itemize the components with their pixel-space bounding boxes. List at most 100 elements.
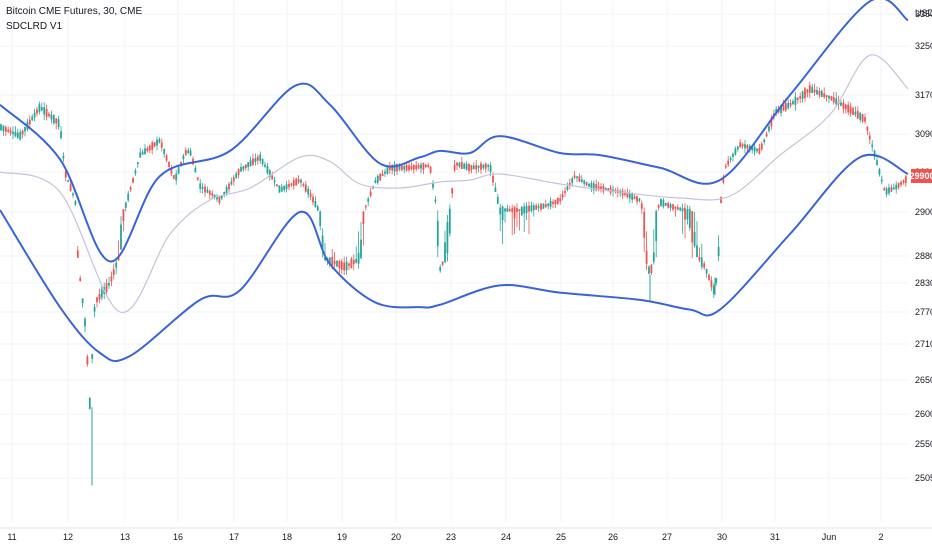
candle-body xyxy=(340,261,343,270)
x-tick-label: 31 xyxy=(770,532,780,542)
x-tick-label: 2 xyxy=(878,532,883,542)
y-tick-label: 25500 xyxy=(915,439,932,449)
candle-body xyxy=(660,199,662,206)
candle-body xyxy=(710,280,713,288)
candle-body xyxy=(489,165,492,172)
candle-body xyxy=(355,258,358,263)
y-tick-label: 30900 xyxy=(915,129,932,139)
candle-body xyxy=(218,196,221,204)
candle-body xyxy=(840,102,842,106)
candle-body xyxy=(153,142,156,147)
candle-body xyxy=(758,147,761,154)
candle-body xyxy=(470,165,473,171)
candle-body xyxy=(705,268,708,274)
candle-body xyxy=(780,105,782,114)
candle-body xyxy=(501,206,504,221)
candle-body xyxy=(336,260,338,267)
candle-body xyxy=(40,106,43,111)
candle-body xyxy=(832,97,835,103)
candle-body xyxy=(820,91,823,98)
x-tick-label: 19 xyxy=(337,532,347,542)
candle-body xyxy=(249,160,252,167)
candle-body xyxy=(578,176,581,182)
candle-body xyxy=(463,163,466,169)
candle-body xyxy=(139,152,142,158)
candle-body xyxy=(345,261,348,271)
candle-body xyxy=(763,139,766,143)
candle-body xyxy=(741,144,744,147)
candle-body xyxy=(806,89,809,93)
candle-body xyxy=(451,188,454,194)
candle-body xyxy=(403,166,406,170)
candle-body xyxy=(206,189,209,193)
candle-body xyxy=(264,164,266,167)
candle-body xyxy=(804,88,806,98)
candle-body xyxy=(252,158,254,165)
candle-body xyxy=(679,207,682,211)
candle-body xyxy=(60,131,62,139)
candle-body xyxy=(228,183,230,190)
candle-body xyxy=(885,188,888,195)
last-price-label: 29900 xyxy=(909,171,932,181)
candle-body xyxy=(508,209,511,211)
candle-body xyxy=(477,165,480,168)
candle-body xyxy=(302,183,305,186)
candle-body xyxy=(676,207,679,210)
candle-body xyxy=(448,208,451,234)
candle-body xyxy=(487,164,490,167)
candle-body xyxy=(319,211,322,226)
candle-body xyxy=(122,209,125,222)
candle-body xyxy=(436,220,439,247)
candle-body xyxy=(321,235,324,250)
candle-body xyxy=(468,163,470,172)
candle-body xyxy=(283,185,286,191)
candle-body xyxy=(698,257,701,261)
candle-body xyxy=(645,250,648,264)
candle-body xyxy=(235,173,238,178)
candle-body xyxy=(681,208,684,212)
candle-body xyxy=(746,144,749,149)
candle-body xyxy=(434,199,437,202)
candle-body xyxy=(674,206,677,209)
candle-body xyxy=(288,183,290,188)
candle-body xyxy=(84,318,86,327)
candle-body xyxy=(369,191,372,196)
candle-body xyxy=(50,114,53,120)
candle-body xyxy=(12,131,14,135)
candle-body xyxy=(57,119,60,128)
candle-body xyxy=(364,205,367,208)
candle-body xyxy=(828,95,830,99)
candle-body xyxy=(187,150,190,153)
candle-body xyxy=(16,132,19,138)
candle-body xyxy=(417,165,420,169)
candle-body xyxy=(895,184,898,190)
candle-body xyxy=(808,85,811,93)
candle-body xyxy=(732,153,734,158)
candle-body xyxy=(650,264,653,274)
candle-body xyxy=(760,143,763,150)
candle-body xyxy=(770,117,773,127)
candle-body xyxy=(456,162,458,166)
candle-body xyxy=(518,209,521,211)
candle-body xyxy=(201,187,204,189)
candle-body xyxy=(544,204,547,208)
candle-body xyxy=(561,194,564,198)
candle-body xyxy=(825,95,828,98)
candle-body xyxy=(268,170,271,178)
candle-body xyxy=(314,201,317,208)
candle-body xyxy=(240,167,242,172)
candle-body xyxy=(242,166,245,170)
candle-body xyxy=(160,142,163,148)
candle-body xyxy=(873,150,876,157)
candle-body xyxy=(535,205,538,210)
candle-body xyxy=(736,146,739,150)
candle-body xyxy=(204,186,206,193)
candle-body xyxy=(396,164,398,172)
candle-body xyxy=(640,203,643,209)
bands xyxy=(0,0,909,363)
last-price-badge xyxy=(911,169,932,183)
candle-body xyxy=(134,170,137,174)
candle-body xyxy=(393,164,396,172)
